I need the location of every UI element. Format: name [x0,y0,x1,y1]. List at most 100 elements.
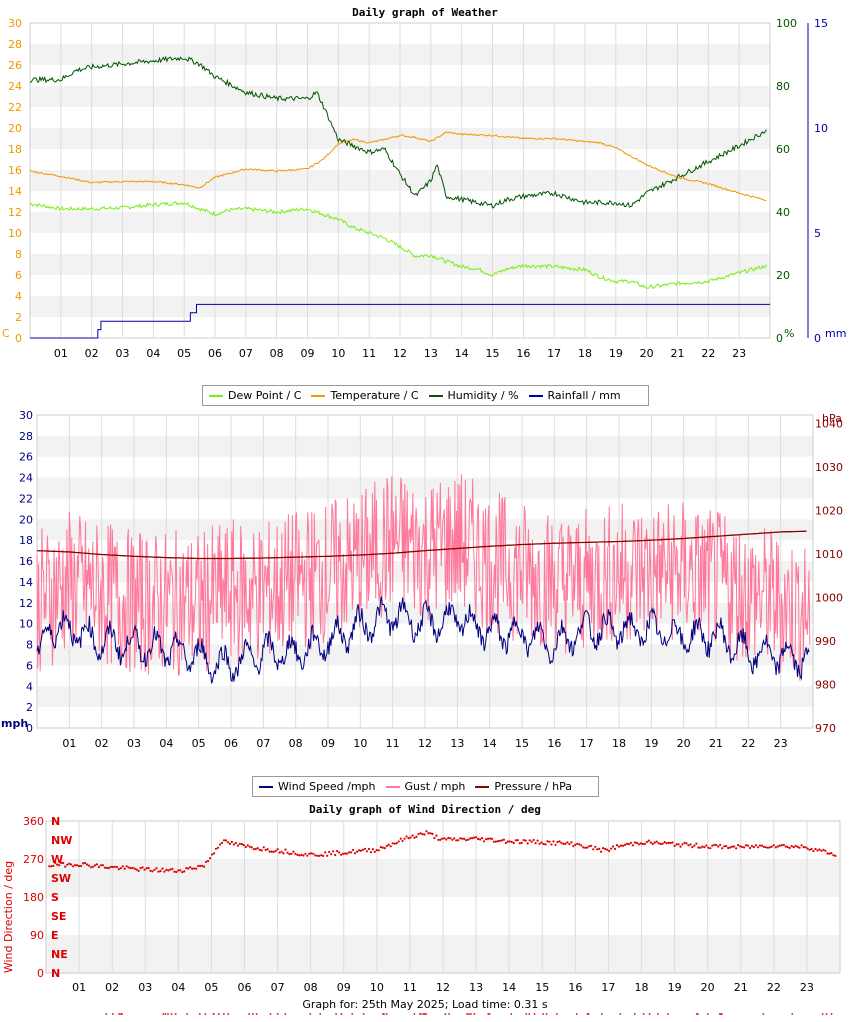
direction-point [234,841,237,845]
direction-point [133,867,136,870]
direction-point [570,841,573,844]
direction-point [540,841,543,844]
direction-point [445,838,448,841]
direction-point [137,869,140,872]
direction-point [788,846,791,850]
direction-point [439,838,442,841]
direction-point [437,838,440,841]
direction-point-low [170,1013,173,1015]
direction-point [538,842,541,845]
direction-point-low [255,1013,258,1015]
direction-point [488,837,492,840]
direction-point [550,843,553,846]
direction-point [812,849,815,853]
pressure-series [36,530,807,560]
direction-point [695,842,698,845]
temperature-series [29,131,767,202]
direction-point [500,839,503,842]
direction-point [76,864,79,867]
hour-tick-label: 16 [547,737,561,750]
direction-point [367,847,370,851]
direction-point [610,847,613,850]
direction-point [99,864,102,867]
direction-point [97,866,100,869]
pressure-axis-tick: 1040 [815,418,843,431]
direction-point-low [533,1013,536,1015]
direction-point [193,867,196,870]
hour-tick-label: 02 [85,347,99,360]
direction-point-low [619,1013,622,1015]
rain-axis-tick: 10 [814,122,828,135]
wind-direction-chart-title: Daily graph of Wind Direction / deg [309,803,541,816]
direction-point [139,867,142,870]
direction-point [564,842,567,845]
hour-tick-label: 01 [62,737,76,750]
direction-point [766,846,770,849]
wind-axis-tick: 2 [26,701,33,714]
direction-point [514,839,517,842]
hour-tick-label: 15 [486,347,500,360]
hour-tick-label: 10 [331,347,345,360]
wind-axis-tick: 6 [26,659,33,672]
direction-point [778,844,781,847]
left-axis-tick: 16 [8,164,22,177]
direction-point [721,847,724,850]
humidity-axis-tick: 60 [776,143,790,156]
direction-point [68,862,71,865]
hour-tick-label: 03 [127,737,141,750]
hour-tick-label: 07 [239,347,253,360]
direction-point [266,848,269,851]
direction-point [252,848,255,851]
direction-point [409,836,412,839]
legend-wind-speed: Wind Speed /mph [259,780,376,793]
pressure-axis-tick: 980 [815,679,836,692]
direction-point [286,851,289,854]
hour-tick-label: 19 [668,981,682,994]
direction-point [173,870,176,873]
wind-axis-tick: 14 [19,576,33,589]
direction-point [278,851,281,854]
hour-tick-label: 04 [159,737,173,750]
direction-point [830,852,833,855]
direction-point [312,852,315,855]
left-axis-tick: 26 [8,59,22,72]
direction-point [95,863,98,866]
direction-point [361,848,364,851]
direction-point [832,854,835,857]
direction-point [371,848,374,851]
gust-series [36,473,811,682]
direction-point [804,846,807,849]
direction-point [107,867,110,870]
direction-point [691,846,694,849]
hour-tick-label: 12 [418,737,432,750]
direction-point [135,868,138,871]
direction-point [157,870,160,873]
dewpoint-series [30,201,767,290]
direction-point-low [633,1013,636,1015]
direction-point [633,841,637,844]
humidity-axis-tick: 80 [776,80,790,93]
hour-tick-label: 18 [578,347,592,360]
direction-point [351,848,355,852]
wind-left-axis-label: mph [1,717,28,730]
direction-point [750,845,754,848]
direction-point-low [667,1013,669,1015]
wind-axis-tick: 24 [19,472,33,485]
direction-point-low [276,1013,279,1015]
direction-point [242,844,245,847]
direction-point [645,840,648,844]
direction-point [828,852,831,855]
direction-point [806,847,809,850]
direction-point [342,852,345,855]
direction-point [355,850,359,853]
compass-label: SW [51,872,71,885]
wind-right-axis-label: hPa [822,412,842,425]
direction-point [177,869,180,872]
direction-point [643,842,646,846]
wind-axis-tick: 10 [19,618,33,631]
direction-point [304,852,307,855]
direction-point [191,867,194,870]
direction-point [423,833,426,836]
direction-point [754,844,758,847]
direction-point [494,840,497,843]
